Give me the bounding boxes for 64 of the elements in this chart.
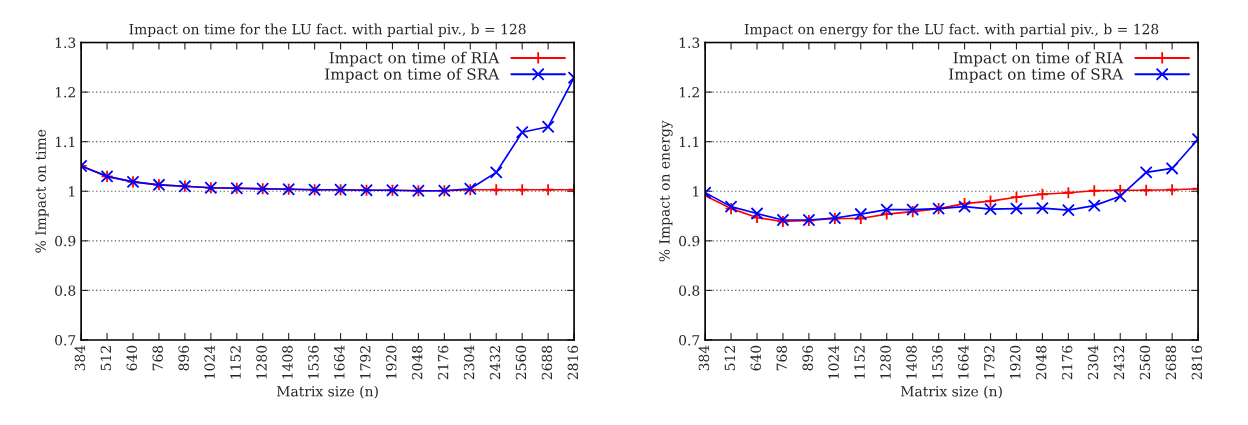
x-tick-label: 512 <box>100 346 112 371</box>
legend-label: Impact on time of RIA <box>329 51 500 67</box>
x-tick-label: 384 <box>698 345 710 371</box>
chart-title: Impact on energy for the LU fact. with partial piv., b = 128 <box>744 23 1159 38</box>
y-axis-title: % Impact on time <box>35 129 49 253</box>
x-tick-label: 2688 <box>1165 345 1177 380</box>
y-tick-label: 0.9 <box>679 235 700 247</box>
x-tick-label: 1664 <box>334 345 345 379</box>
x-tick-label: 2432 <box>489 346 501 380</box>
x-tick-label: 1408 <box>906 345 917 379</box>
y-tick-label: 1.3 <box>55 37 76 48</box>
x-tick-label: 1280 <box>256 345 267 379</box>
x-tick-label: 1536 <box>932 345 943 379</box>
x-tick-label: 768 <box>776 345 787 371</box>
y-tick-label: 1 <box>69 186 75 197</box>
y-tick-label: 0.7 <box>679 334 700 346</box>
y-tick-label: 1 <box>693 186 699 197</box>
x-tick-label: 2816 <box>567 345 579 380</box>
x-tick-label: 2816 <box>1191 345 1203 380</box>
x-tick-label: 512 <box>724 346 736 371</box>
legend-label: Impact on time of SRA <box>949 67 1124 83</box>
legend-label: Impact on time of SRA <box>325 67 500 83</box>
x-tick-label: 1792 <box>984 346 995 379</box>
y-tick-label: 1.2 <box>679 87 699 98</box>
x-tick-label: 1920 <box>1009 345 1021 379</box>
x-tick-label: 2560 <box>515 345 527 380</box>
chart-title: Impact on time for the LU fact. with partial piv., b = 128 <box>129 23 526 38</box>
y-tick-label: 1.1 <box>55 136 75 148</box>
x-tick-label: 2688 <box>541 345 553 380</box>
y-tick-label: 0.9 <box>55 235 76 247</box>
x-tick-label: 2176 <box>1061 345 1073 380</box>
x-tick-label: 768 <box>152 345 163 371</box>
legend-label: Impact on time of RIA <box>953 51 1124 67</box>
y-tick-label: 0.8 <box>55 285 76 296</box>
x-tick-label: 1408 <box>282 345 293 379</box>
x-tick-label: 1792 <box>360 346 371 379</box>
x-tick-label: 2304 <box>463 345 475 380</box>
x-axis-title: Matrix size (n) <box>276 385 378 399</box>
x-tick-label: 1280 <box>880 345 891 379</box>
x-tick-label: 2048 <box>411 345 423 380</box>
x-tick-label: 640 <box>126 345 138 371</box>
x-tick-label: 1536 <box>308 345 319 379</box>
y-tick-label: 0.8 <box>679 285 700 296</box>
y-tick-label: 1.1 <box>679 136 699 148</box>
x-tick-label: 2432 <box>1113 346 1125 380</box>
x-tick-label: 896 <box>178 345 189 371</box>
x-tick-label: 896 <box>802 345 813 371</box>
x-tick-label: 384 <box>74 345 86 371</box>
x-tick-label: 1920 <box>385 345 397 379</box>
x-tick-label: 1024 <box>828 345 839 379</box>
x-tick-label: 640 <box>750 345 762 371</box>
x-tick-label: 1152 <box>230 346 241 379</box>
x-axis-title: Matrix size (n) <box>900 385 1002 399</box>
x-tick-label: 2176 <box>437 345 449 380</box>
y-tick-label: 1.2 <box>55 87 75 98</box>
y-axis-title: % Impact on energy <box>659 120 673 262</box>
x-tick-label: 2304 <box>1087 345 1099 380</box>
y-tick-label: 1.3 <box>679 37 700 48</box>
y-tick-label: 0.7 <box>55 334 76 346</box>
x-tick-label: 2560 <box>1139 345 1151 380</box>
x-tick-label: 2048 <box>1035 345 1047 380</box>
x-tick-label: 1664 <box>958 345 969 379</box>
x-tick-label: 1024 <box>204 345 215 379</box>
x-tick-label: 1152 <box>854 346 865 379</box>
